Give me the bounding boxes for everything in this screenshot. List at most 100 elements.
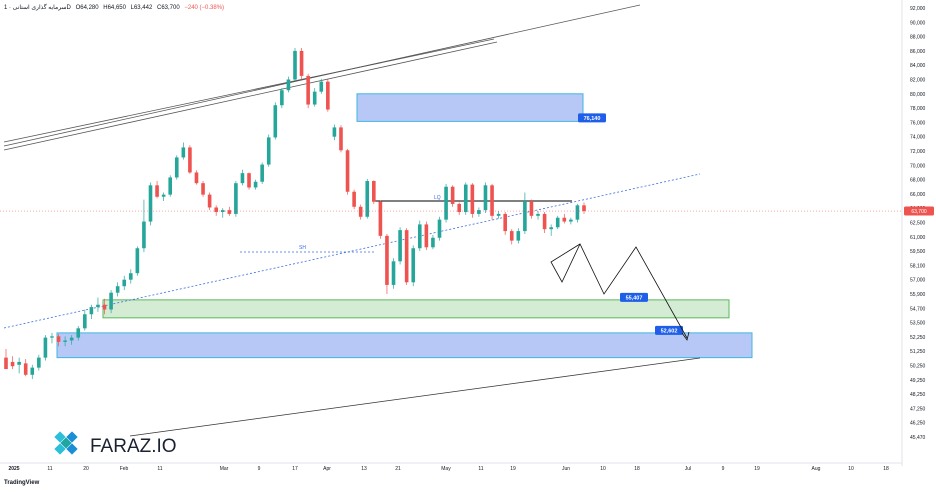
y-tick-label: 82,000: [910, 78, 926, 84]
swing-high-label: SH: [299, 245, 306, 251]
candle-body: [457, 203, 462, 213]
candle-body: [109, 292, 113, 310]
zone-label-bg: [655, 325, 683, 335]
candle-body: [50, 336, 54, 338]
y-tick-label: 66,000: [910, 192, 926, 198]
candle-body: [214, 207, 218, 213]
ohlc-close: C63,700: [157, 5, 180, 11]
candle-body: [490, 185, 494, 216]
liquidity-label: LQ: [434, 195, 441, 201]
projection-path: [550, 243, 688, 339]
candle-body: [404, 230, 409, 283]
x-tick-label: 9: [722, 466, 725, 472]
x-tick-label: Apr: [323, 466, 331, 472]
candle-body: [23, 363, 28, 375]
y-tick-label: 52,250: [910, 335, 926, 341]
candle-body: [365, 181, 370, 217]
y-tick-label: 55,900: [910, 292, 926, 298]
candle-body: [69, 337, 74, 341]
candle-body: [378, 201, 383, 236]
candle-body: [30, 367, 35, 375]
channel-upper-line-3: [3, 38, 495, 143]
candle-body: [306, 75, 310, 105]
candle-body: [17, 361, 21, 365]
candle-body: [424, 224, 429, 248]
candle-body: [582, 205, 586, 212]
zone-label: 52,602: [661, 328, 678, 334]
candle-body: [260, 164, 264, 182]
y-tick-label: 76,000: [910, 120, 926, 126]
x-tick-label: Aug: [812, 466, 821, 472]
candle-body: [96, 304, 100, 308]
zone-demand-green: [102, 299, 730, 319]
candle-body: [496, 213, 501, 216]
y-tick-label: 59,500: [910, 249, 926, 255]
ohlc-low: L63,442: [130, 5, 153, 11]
candle-body: [398, 230, 402, 262]
candle-body: [575, 205, 580, 220]
ohlc-high: H64,650: [103, 5, 126, 11]
candle-body: [417, 224, 422, 249]
symbol-title[interactable]: سرمایه گذاری استانی · 1D: [4, 5, 71, 11]
candle-body: [345, 150, 350, 192]
candle-body: [391, 261, 396, 285]
y-tick-label: 45,470: [910, 435, 926, 441]
zone-label-bg: [578, 113, 606, 123]
candle-body: [542, 213, 547, 230]
candle-body: [463, 184, 468, 213]
candle-body: [529, 201, 534, 216]
y-tick-label: 53,500: [910, 321, 926, 327]
x-tick-label: 2025: [8, 466, 19, 472]
candle-body: [240, 173, 245, 184]
candle-body: [444, 186, 448, 220]
candle-body: [372, 181, 376, 202]
y-tick-label: 90,000: [910, 20, 926, 26]
candle-body: [339, 127, 343, 151]
candle-body: [155, 185, 159, 197]
x-tick-label: Jul: [685, 466, 691, 472]
channel-lower-line: [129, 357, 701, 437]
candle-body: [102, 304, 107, 310]
candle-body: [293, 50, 297, 80]
x-tick-label: 13: [361, 466, 367, 472]
zone-upper-supply: [356, 93, 584, 122]
y-tick-label: 86,000: [910, 49, 926, 55]
candle-body: [142, 221, 146, 249]
x-tick-label: Jun: [562, 466, 570, 472]
candle-body: [569, 219, 573, 222]
x-tick-label: 11: [157, 466, 162, 472]
candle-body: [63, 340, 67, 342]
y-axis-bg: [902, 0, 936, 492]
tradingview-logo[interactable]: TradingView: [4, 480, 39, 486]
y-tick-label: 70,000: [910, 163, 926, 169]
logo-shape: [54, 443, 66, 455]
tradingview-text: TradingView: [4, 480, 40, 486]
candle-body: [477, 210, 481, 214]
candle-body: [148, 185, 153, 222]
candle-body: [470, 184, 475, 214]
x-tick-label: 20: [83, 466, 89, 472]
candle-body: [194, 172, 199, 184]
candle-body: [411, 248, 416, 283]
candle-body: [555, 217, 560, 228]
candle-body: [76, 328, 81, 338]
y-tick-label: 50,250: [910, 364, 926, 370]
channel-upper-line-2: [3, 41, 498, 151]
x-tick-label: Mar: [220, 466, 229, 472]
candle-body: [385, 235, 389, 285]
y-tick-label: 49,250: [910, 378, 926, 384]
candle-body: [247, 173, 251, 188]
y-tick-label: 58,100: [910, 263, 926, 269]
chart-header: سرمایه گذاری استانی · 1D O64,280 H64,650…: [4, 4, 227, 11]
projection-arrow-head: [681, 331, 690, 341]
x-tick-label: 9: [258, 466, 261, 472]
candle-body: [286, 79, 291, 91]
candle-body: [280, 90, 284, 106]
candle-body: [128, 273, 133, 280]
y-tick-label: 74,000: [910, 135, 926, 141]
zone-label-bg: [620, 292, 648, 302]
candle-body: [201, 183, 205, 195]
candle-body: [273, 105, 278, 138]
candle-body: [549, 227, 553, 230]
